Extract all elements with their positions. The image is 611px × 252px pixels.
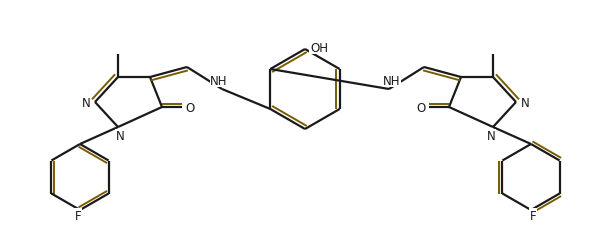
Text: NH: NH	[383, 74, 401, 87]
Text: F: F	[75, 209, 81, 222]
Text: OH: OH	[310, 41, 328, 54]
Text: O: O	[416, 101, 426, 114]
Text: N: N	[82, 96, 90, 109]
Text: N: N	[521, 96, 529, 109]
Text: NH: NH	[210, 74, 228, 87]
Text: O: O	[185, 101, 195, 114]
Text: F: F	[530, 209, 536, 222]
Text: N: N	[115, 130, 125, 143]
Text: N: N	[486, 130, 496, 143]
